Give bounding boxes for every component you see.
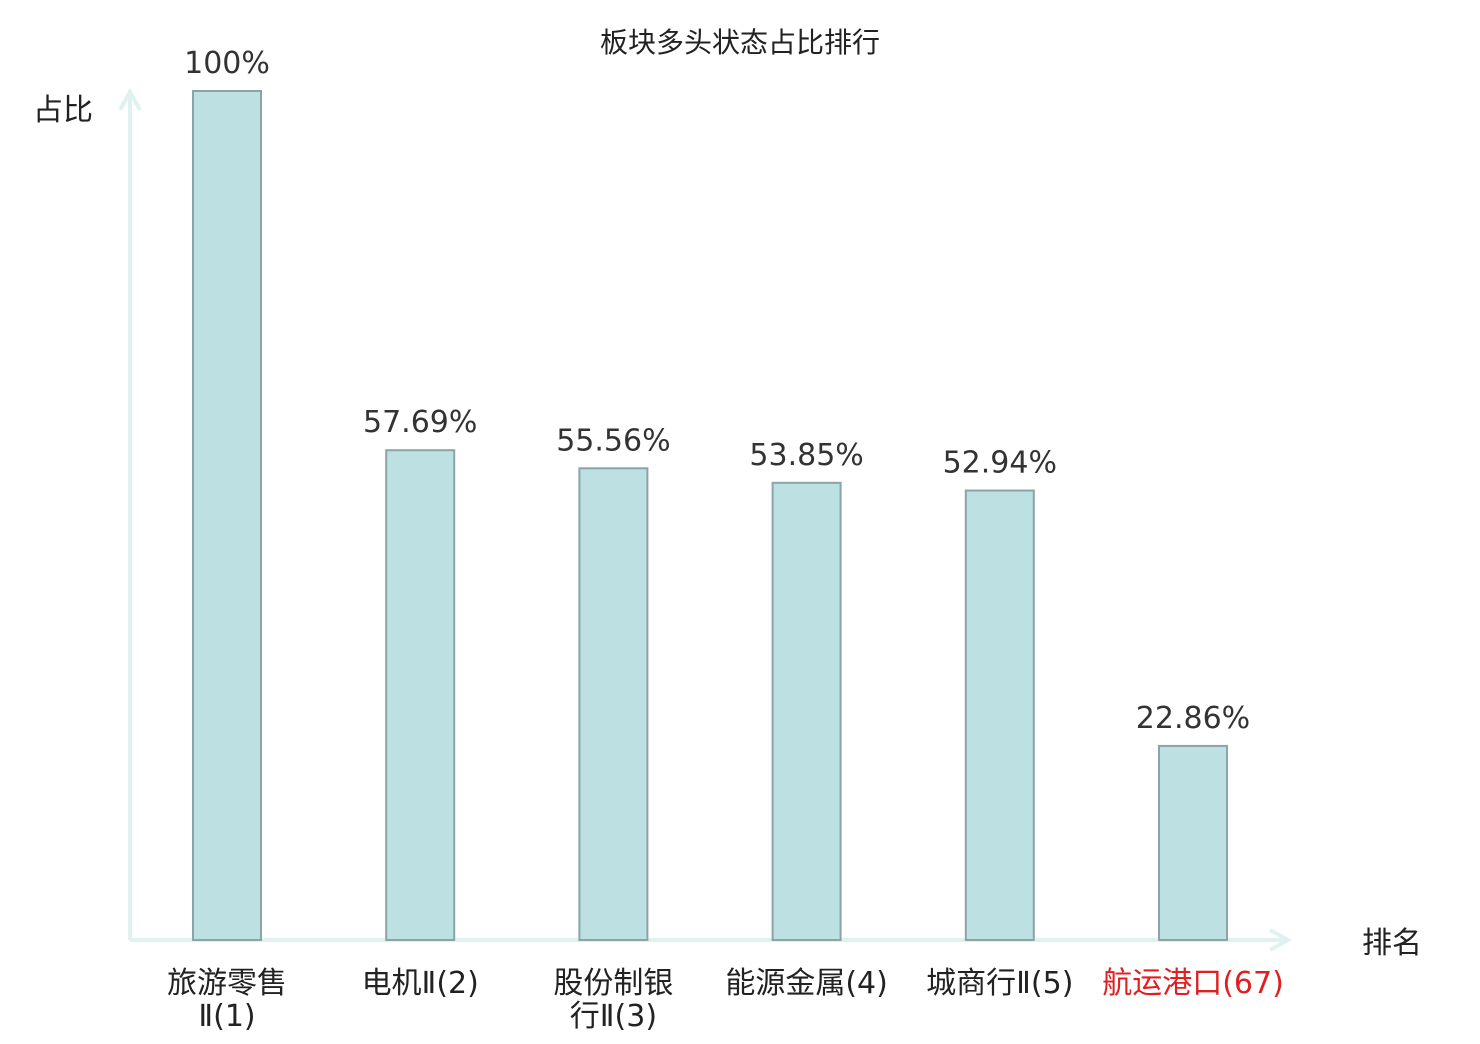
category-label: 旅游零售 Ⅱ(1): [167, 966, 287, 1034]
category-label-line: 电机Ⅱ(2): [362, 966, 479, 1001]
value-labels-group: 100% 57.69% 55.56% 53.85% 52.94% 22.86%: [184, 46, 1250, 736]
bar-value-label: 53.85%: [749, 438, 863, 473]
category-label: 航运港口(67): [1102, 966, 1284, 1001]
category-label-line: 城商行Ⅱ(5): [926, 966, 1073, 1001]
bar: [1158, 744, 1228, 941]
bar-value-label: 55.56%: [556, 423, 670, 458]
category-label-line: 旅游零售: [167, 966, 287, 1001]
bar: [964, 489, 1035, 941]
bar: [771, 481, 842, 941]
category-label-line: Ⅱ(1): [198, 999, 255, 1034]
bar: [385, 449, 456, 941]
category-label: 能源金属(4): [725, 966, 888, 1001]
category-label-line: 航运港口(67): [1102, 966, 1284, 1001]
category-label: 股份制银行Ⅱ(3): [553, 966, 673, 1034]
y-axis-arrow-icon: [118, 87, 142, 111]
category-label: 电机Ⅱ(2): [362, 966, 479, 1001]
bars-group: [192, 90, 1228, 941]
category-labels-group: 旅游零售 Ⅱ(1) 电机Ⅱ(2) 股份制银行Ⅱ(3) 能源金属(4) 城商行Ⅱ(5) 航运港…: [167, 966, 1284, 1034]
category-label-line: 行Ⅱ(3): [570, 999, 657, 1034]
chart-title: 板块多头状态占比排行: [600, 26, 880, 59]
category-label-line: 股份制银: [553, 966, 673, 1001]
category-label-line: 能源金属(4): [725, 966, 888, 1001]
bar-value-label: 100%: [184, 46, 270, 81]
bar: [192, 90, 262, 941]
bar-value-label: 57.69%: [363, 405, 477, 440]
category-label: 城商行Ⅱ(5): [926, 966, 1073, 1001]
x-axis-arrow-icon: [1269, 928, 1293, 952]
bar: [578, 467, 649, 941]
y-axis-label: 占比: [33, 93, 93, 128]
bar-value-label: 22.86%: [1136, 701, 1250, 736]
axes: [118, 87, 1293, 952]
x-axis-label: 排名: [1362, 926, 1422, 961]
bar-value-label: 52.94%: [943, 446, 1057, 481]
